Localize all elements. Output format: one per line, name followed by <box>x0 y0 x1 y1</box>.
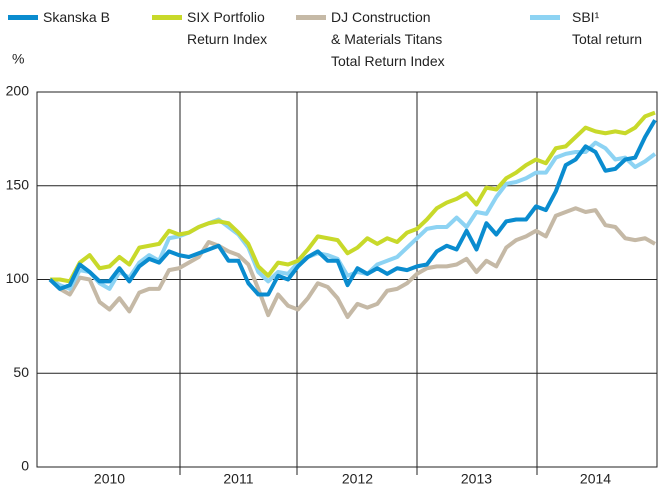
legend-label: SIX Portfolio Return Index <box>187 9 268 47</box>
x-tick-label: 2012 <box>342 471 373 487</box>
x-tick-label: 2010 <box>94 471 125 487</box>
year-dividers <box>179 92 538 475</box>
y-tick-label: 200 <box>6 83 30 99</box>
x-tick-label: 2014 <box>580 471 611 487</box>
y-tick-label: 150 <box>6 176 30 192</box>
series-line <box>48 206 656 319</box>
y-axis-label: % <box>12 51 24 67</box>
series-line <box>48 119 657 297</box>
legend-label: SBI¹ Total return <box>572 9 643 47</box>
x-tick-label: 2013 <box>461 471 492 487</box>
y-tick-label: 50 <box>13 364 29 380</box>
legend-label: DJ Construction & Materials Titans Total… <box>331 9 445 69</box>
legend-swatch <box>8 15 38 20</box>
y-tick-label: 100 <box>6 270 30 286</box>
series-line <box>50 110 656 284</box>
legend-swatch <box>296 15 326 20</box>
legend-label: Skanska B <box>43 9 110 25</box>
legend-swatch <box>152 15 182 20</box>
x-tick-label: 2011 <box>223 471 253 487</box>
legend-swatch <box>530 15 560 20</box>
y-tick-label: 0 <box>21 458 29 474</box>
